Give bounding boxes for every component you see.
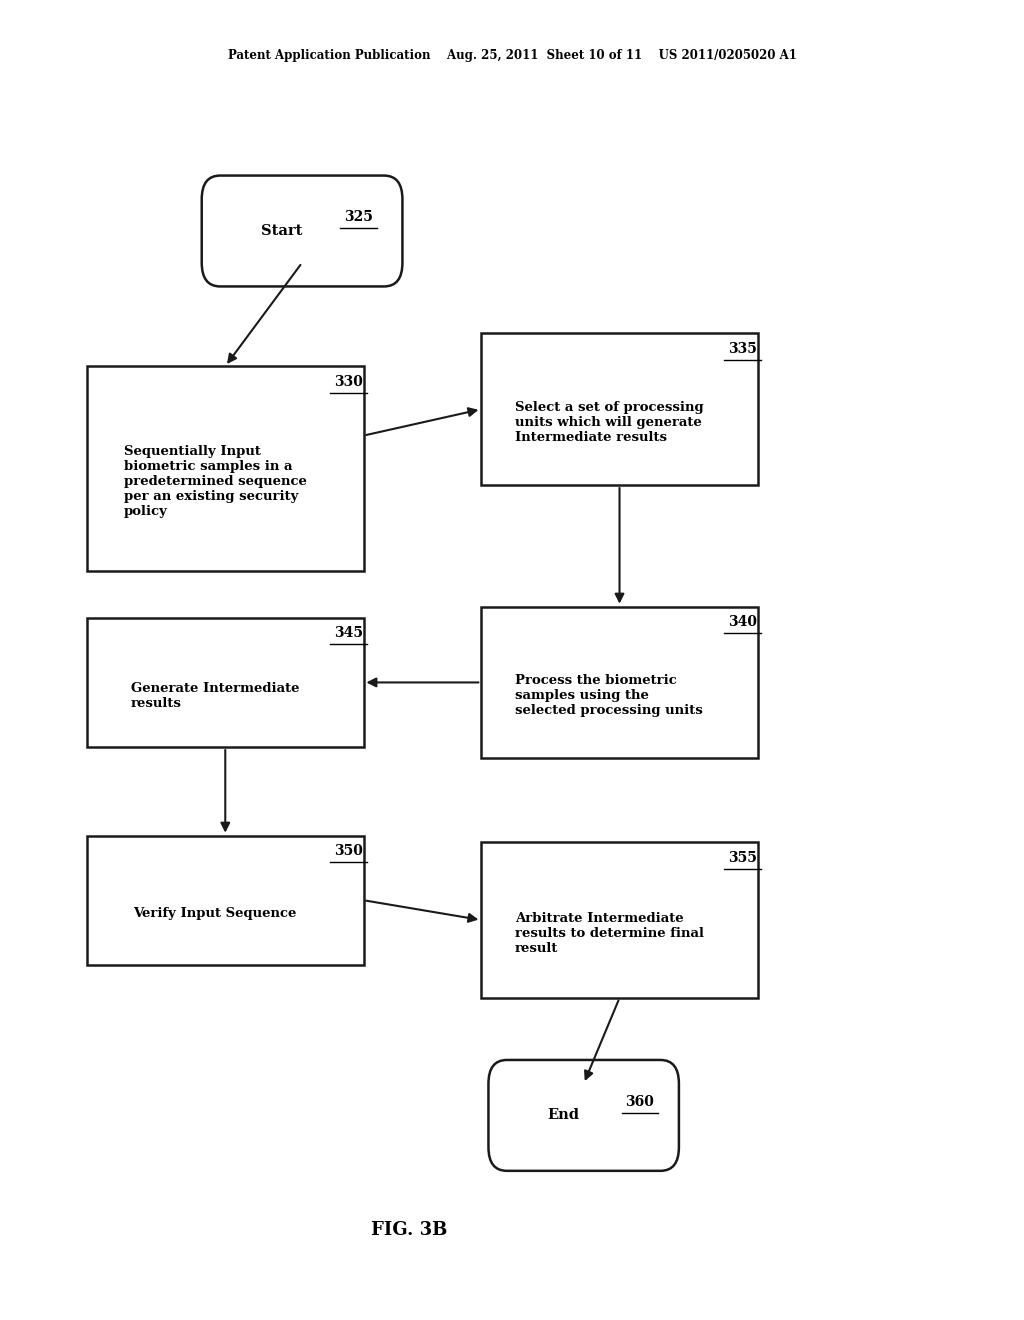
Text: End: End bbox=[547, 1109, 580, 1122]
FancyBboxPatch shape bbox=[202, 176, 402, 286]
Bar bbox=[87, 618, 364, 747]
Text: Verify Input Sequence: Verify Input Sequence bbox=[133, 907, 297, 920]
Text: Start: Start bbox=[261, 224, 302, 238]
Text: 335: 335 bbox=[728, 342, 757, 356]
Text: Process the biometric
samples using the
selected processing units: Process the biometric samples using the … bbox=[515, 675, 703, 717]
Text: Select a set of processing
units which will generate
Intermediate results: Select a set of processing units which w… bbox=[515, 401, 703, 444]
Text: 330: 330 bbox=[334, 375, 362, 388]
Text: FIG. 3B: FIG. 3B bbox=[372, 1221, 447, 1239]
Text: Arbitrate Intermediate
results to determine final
result: Arbitrate Intermediate results to determ… bbox=[515, 912, 703, 954]
Text: 360: 360 bbox=[626, 1094, 654, 1109]
Text: 355: 355 bbox=[728, 850, 757, 865]
Text: 340: 340 bbox=[728, 615, 757, 630]
Text: Generate Intermediate
results: Generate Intermediate results bbox=[131, 681, 299, 710]
Bar bbox=[87, 836, 364, 965]
Text: 345: 345 bbox=[334, 626, 362, 640]
Bar bbox=[87, 366, 364, 570]
Text: Patent Application Publication    Aug. 25, 2011  Sheet 10 of 11    US 2011/02050: Patent Application Publication Aug. 25, … bbox=[227, 49, 797, 62]
FancyBboxPatch shape bbox=[488, 1060, 679, 1171]
Bar bbox=[481, 334, 758, 486]
Text: 325: 325 bbox=[344, 210, 373, 224]
Text: Sequentially Input
biometric samples in a
predetermined sequence
per an existing: Sequentially Input biometric samples in … bbox=[124, 445, 306, 519]
Bar bbox=[481, 607, 758, 758]
Text: 350: 350 bbox=[334, 843, 362, 858]
Bar bbox=[481, 842, 758, 998]
